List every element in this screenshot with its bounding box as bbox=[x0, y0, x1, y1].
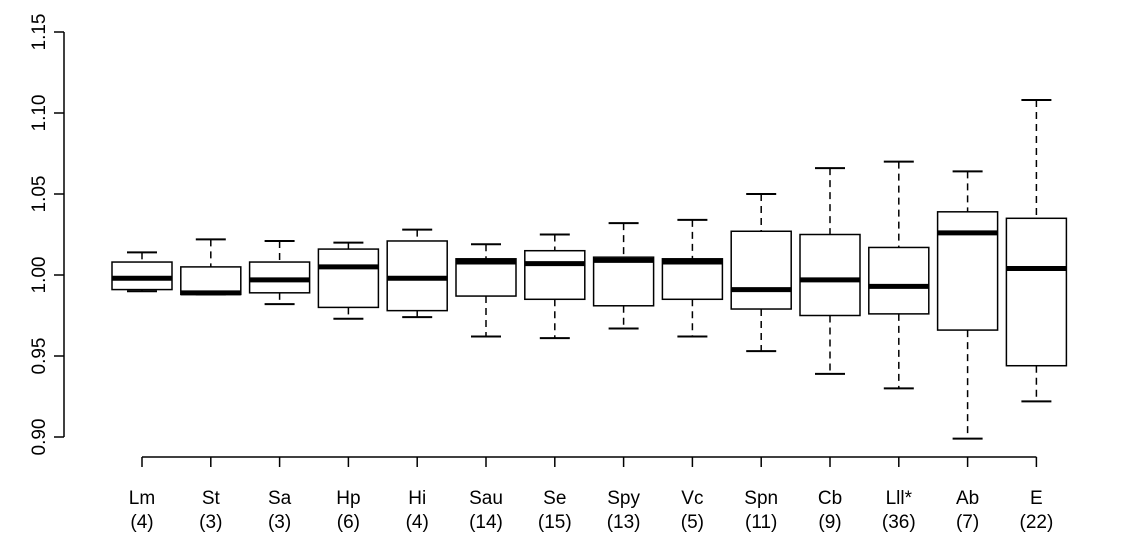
box-Lm bbox=[111, 251, 173, 293]
x-tick-label: Se bbox=[543, 488, 566, 509]
x-tick-label: St bbox=[202, 488, 221, 509]
iqr-box bbox=[661, 258, 724, 301]
y-tick-label: 1.10 bbox=[29, 95, 50, 132]
x-tick-count: (7) bbox=[956, 512, 979, 533]
iqr-box bbox=[1005, 217, 1068, 367]
x-axis: Lm (4) St (3) Sa (3) Hp (6) Hi (4) Sau (14) Se (15) Sp… bbox=[129, 456, 1054, 533]
iqr-box bbox=[317, 248, 380, 309]
box-Hp bbox=[317, 241, 380, 320]
x-tick-label: Hi bbox=[408, 488, 426, 509]
x-tick-label: Vc bbox=[681, 488, 703, 509]
x-tick-count: (4) bbox=[130, 512, 153, 533]
box-Sau bbox=[455, 243, 517, 338]
box-Vc bbox=[661, 218, 724, 338]
x-tick-count: (36) bbox=[882, 512, 916, 533]
x-tick-label: Sau bbox=[469, 488, 503, 509]
x-tick-count: (11) bbox=[745, 512, 777, 533]
box-Hi bbox=[386, 228, 448, 319]
y-tick-label: 1.00 bbox=[29, 257, 50, 294]
x-tick-label: Lm bbox=[129, 488, 155, 509]
x-tick-label: E bbox=[1030, 488, 1043, 509]
iqr-box bbox=[455, 258, 517, 297]
box-Spn bbox=[730, 193, 792, 353]
x-tick-count: (9) bbox=[818, 512, 841, 533]
iqr-box bbox=[524, 249, 586, 301]
x-tick-count: (5) bbox=[681, 512, 704, 533]
y-tick-label: 0.90 bbox=[29, 419, 50, 456]
iqr-box bbox=[936, 211, 999, 331]
x-tick-label: Ab bbox=[956, 488, 979, 509]
box-series bbox=[111, 99, 1068, 440]
x-tick-count: (15) bbox=[538, 512, 572, 533]
y-tick-label: 1.05 bbox=[29, 176, 50, 213]
iqr-box bbox=[868, 246, 930, 315]
x-tick-label: Spy bbox=[607, 488, 640, 509]
x-tick-label: Cb bbox=[818, 488, 842, 509]
iqr-box bbox=[730, 230, 792, 310]
box-E bbox=[1005, 99, 1068, 403]
x-tick-count: (22) bbox=[1020, 512, 1054, 533]
y-tick-label: 0.95 bbox=[29, 338, 50, 375]
x-tick-label: Lll* bbox=[886, 488, 913, 509]
x-tick-count: (4) bbox=[406, 512, 429, 533]
box-St bbox=[180, 238, 242, 296]
x-tick-label: Hp bbox=[336, 488, 360, 509]
box-Lll* bbox=[868, 160, 930, 390]
box-Ab bbox=[936, 170, 999, 440]
iqr-box bbox=[180, 266, 242, 296]
box-Se bbox=[524, 233, 586, 340]
y-axis: 0.90 0.95 1.00 1.05 1.10 1.15 bbox=[29, 14, 65, 456]
iqr-box bbox=[799, 233, 861, 317]
x-tick-label: Spn bbox=[744, 488, 778, 509]
y-tick-label: 1.15 bbox=[29, 14, 50, 51]
x-tick-label: Sa bbox=[268, 488, 292, 509]
x-tick-count: (3) bbox=[199, 512, 222, 533]
box-Cb bbox=[799, 167, 861, 375]
x-tick-count: (6) bbox=[337, 512, 360, 533]
x-tick-count: (13) bbox=[607, 512, 641, 533]
box-Sa bbox=[248, 239, 311, 306]
x-tick-count: (3) bbox=[268, 512, 291, 533]
iqr-box bbox=[592, 256, 655, 307]
box-Spy bbox=[592, 222, 655, 330]
x-tick-count: (14) bbox=[469, 512, 503, 533]
